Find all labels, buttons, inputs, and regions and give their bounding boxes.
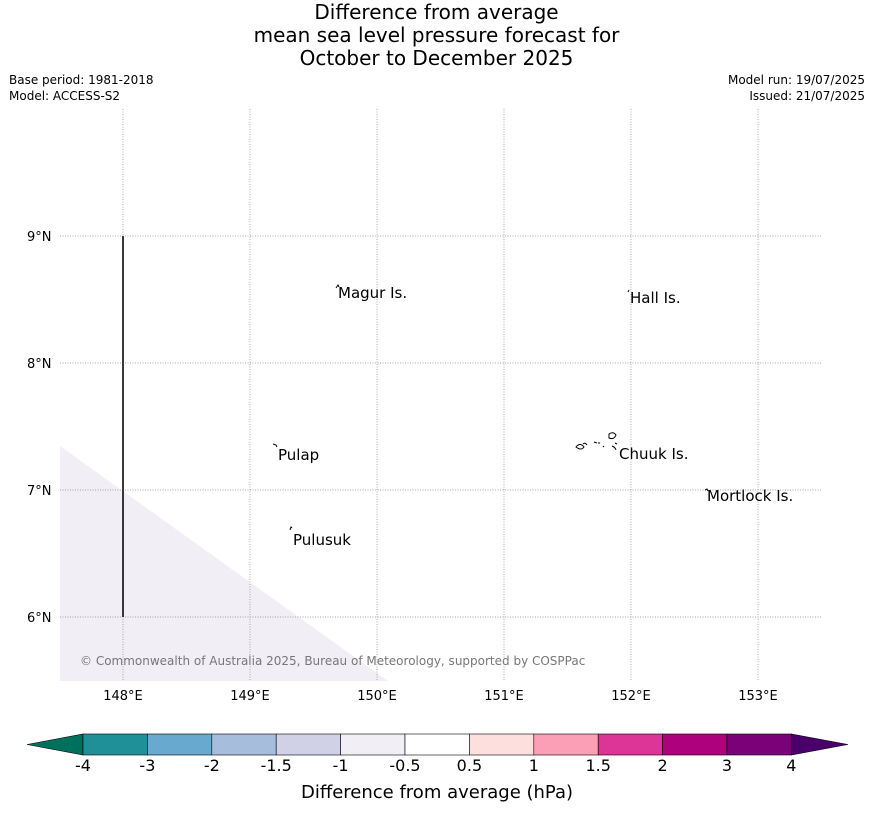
place-label: Mortlock Is. xyxy=(707,487,793,505)
place-label: Magur Is. xyxy=(338,284,407,302)
colorbar-tick-label: -1.5 xyxy=(261,756,292,775)
colorbar-tick-label: 2 xyxy=(658,756,668,775)
map: 148°E 149°E 150°E 151°E 152°E 153°E 9°N 8°N 7°N 6… xyxy=(27,109,822,700)
title-line-2: mean sea level pressure forecast for xyxy=(253,23,620,47)
island-outline xyxy=(704,488,709,492)
lon-tick-label: 153°E xyxy=(738,689,778,700)
colorbar-segment xyxy=(726,733,792,756)
place-label: Chuuk Is. xyxy=(619,445,688,463)
colorbar-tick-label: 1 xyxy=(529,756,539,775)
colorbar-segment xyxy=(662,733,728,756)
title-line-1: Difference from average xyxy=(314,0,559,24)
copyright-text: © Commonwealth of Australia 2025, Bureau… xyxy=(80,654,585,668)
pressure-anomaly-shading xyxy=(60,446,388,681)
colorbar-tick-label: 4 xyxy=(786,756,796,775)
model-text: Model: ACCESS-S2 xyxy=(9,89,121,103)
colorbar-segment xyxy=(275,733,341,756)
meta-right: Model run: 19/07/2025 Issued: 21/07/2025 xyxy=(728,72,865,104)
colorbar-tick-label: 0.5 xyxy=(457,756,482,775)
issued-text: Issued: 21/07/2025 xyxy=(749,89,865,103)
colorbar-label: Difference from average (hPa) xyxy=(301,782,573,803)
map-layer: 148°E 149°E 150°E 151°E 152°E 153°E 9°N 8°N 7°N 6… xyxy=(27,109,822,700)
chuuk-islands-outline xyxy=(575,432,618,451)
colorbar-segment xyxy=(469,733,535,756)
island-outline xyxy=(272,443,278,448)
meta-left: Base period: 1981-2018 Model: ACCESS-S2 xyxy=(9,72,154,104)
lon-tick-label: 148°E xyxy=(103,689,143,700)
colorbar-tick-label: -0.5 xyxy=(389,756,420,775)
place-label: Pulusuk xyxy=(293,531,351,549)
colorbar-segment xyxy=(533,733,599,756)
island-outline xyxy=(335,284,340,289)
island-outline xyxy=(627,289,630,293)
lat-tick-label: 8°N xyxy=(27,357,52,372)
colorbar-tick-label: -4 xyxy=(75,756,91,775)
colorbar-layer: -4 -3 -2 -1.5 -1 -0.5 0.5 1 1.5 2 3 4 Difference fro… xyxy=(26,733,849,803)
lat-tick-label: 9°N xyxy=(27,230,52,245)
lon-tick-label: 152°E xyxy=(611,689,651,700)
colorbar-segment xyxy=(147,733,213,756)
model-run-text: Model run: 19/07/2025 xyxy=(727,73,865,87)
place-label: Pulap xyxy=(278,446,319,464)
lon-tick-label: 149°E xyxy=(230,689,270,700)
colorbar-segment xyxy=(597,733,663,756)
colorbar-segment xyxy=(211,733,277,756)
colorbar-segment xyxy=(82,733,148,756)
colorbar-segment xyxy=(340,733,406,756)
lat-tick-label: 7°N xyxy=(27,484,52,499)
lon-tick-label: 151°E xyxy=(484,689,524,700)
colorbar-tick-label: -3 xyxy=(139,756,155,775)
colorbar-tick-label: -2 xyxy=(204,756,220,775)
title-line-3: October to December 2025 xyxy=(299,46,574,70)
island-outline xyxy=(289,526,293,531)
lon-tick-label: 150°E xyxy=(357,689,397,700)
place-label: Hall Is. xyxy=(630,289,681,307)
base-period-text: Base period: 1981-2018 xyxy=(9,73,154,87)
colorbar-under-arrow xyxy=(26,733,84,756)
colorbar-tick-label: 1.5 xyxy=(585,756,610,775)
colorbar-tick-label: -1 xyxy=(333,756,349,775)
colorbar-segment xyxy=(404,733,470,756)
lat-tick-label: 6°N xyxy=(27,611,52,626)
colorbar-over-arrow xyxy=(791,733,849,756)
colorbar-tick-label: 3 xyxy=(722,756,732,775)
